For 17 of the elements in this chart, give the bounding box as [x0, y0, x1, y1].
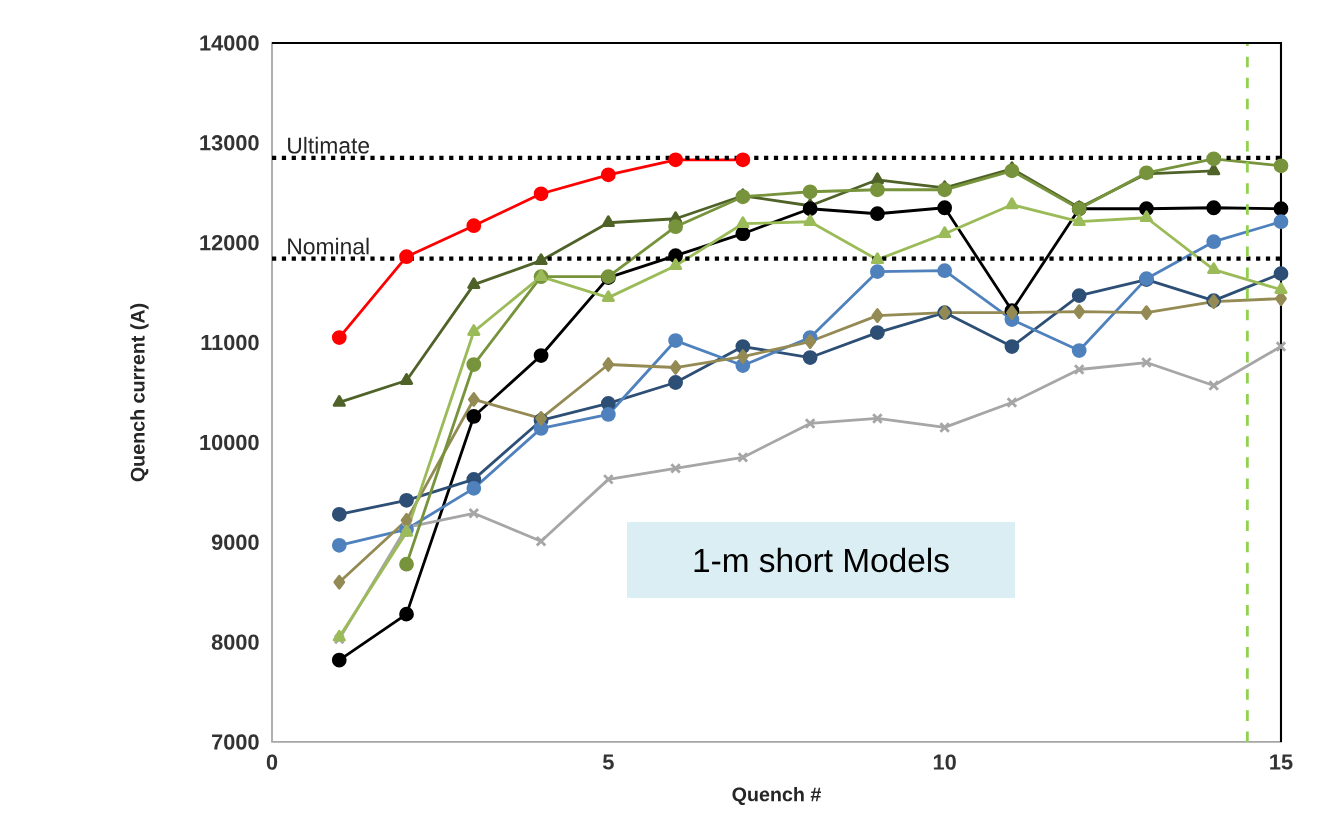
y-tick-label: 10000 [200, 434, 259, 451]
ref-line-label: Ultimate [288, 136, 370, 154]
ref-line-label: Nominal [288, 237, 369, 255]
annotation: 1-m short Models [694, 547, 949, 573]
y-tick-label: 11000 [201, 334, 259, 351]
y-tick-label: 7000 [212, 734, 259, 750]
x-axis-title: Quench # [732, 786, 822, 806]
x-tick-label: 5 [602, 754, 614, 770]
y-tick-label: 13000 [200, 135, 259, 151]
x-tick-label: 10 [933, 754, 956, 770]
y-tick-label: 8000 [211, 634, 259, 650]
x-tick-label: 0 [266, 754, 278, 770]
y-tick-label: 9000 [211, 534, 259, 550]
y-axis-title: Quench current (A) [130, 303, 149, 482]
x-tick-label: 15 [1270, 754, 1293, 770]
y-tick-label: 14000 [200, 35, 259, 51]
y-tick-label: 12000 [200, 235, 259, 251]
